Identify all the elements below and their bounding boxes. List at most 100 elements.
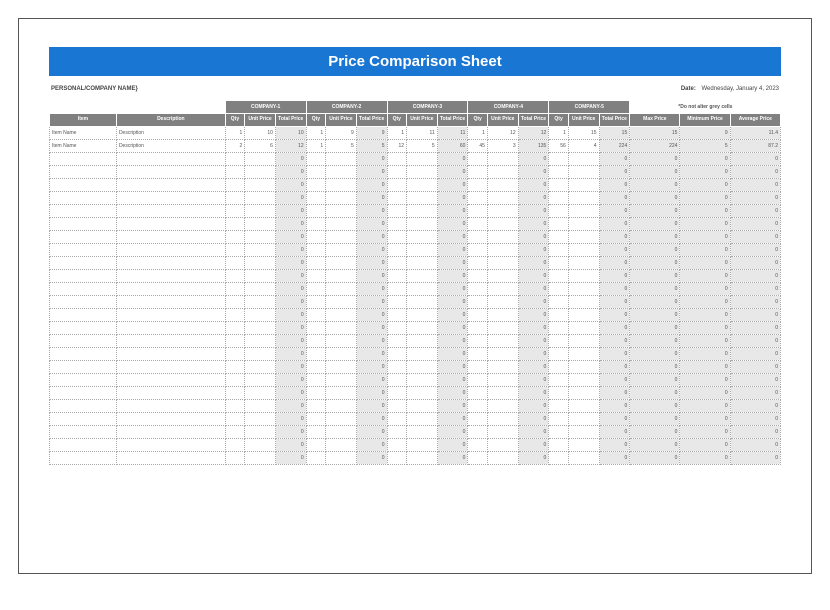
cell — [387, 387, 407, 400]
cell: 0 — [599, 348, 630, 361]
cell — [116, 426, 225, 439]
cell: 5 — [326, 140, 357, 153]
cell — [225, 179, 245, 192]
table-row: 00000000 — [50, 361, 781, 374]
cell — [407, 387, 438, 400]
cell: 1 — [306, 127, 326, 140]
cell: 0 — [518, 166, 549, 179]
cell: 0 — [356, 270, 387, 283]
cell — [245, 400, 276, 413]
col-item: Item — [50, 114, 117, 127]
cell — [116, 452, 225, 465]
cell: 0 — [680, 426, 730, 439]
cell: 0 — [356, 439, 387, 452]
cell — [225, 335, 245, 348]
table-row: 00000000 — [50, 244, 781, 257]
cell: 0 — [680, 205, 730, 218]
cell — [468, 348, 488, 361]
cell — [407, 153, 438, 166]
cell — [306, 439, 326, 452]
cell: 0 — [730, 335, 780, 348]
table-row: Item NameDescription26121551256045313556… — [50, 140, 781, 153]
meta-row: PERSONAL/COMPANY NAME} Date: Wednesday, … — [49, 86, 781, 92]
cell: 0 — [518, 335, 549, 348]
cell: 0 — [630, 452, 680, 465]
cell: 0 — [518, 218, 549, 231]
cell — [549, 270, 569, 283]
col-avg-price: Average Price — [730, 114, 780, 127]
cell: 0 — [630, 192, 680, 205]
cell — [387, 335, 407, 348]
cell: 0 — [518, 257, 549, 270]
cell: 0 — [356, 179, 387, 192]
cell: 0 — [730, 426, 780, 439]
cell: 0 — [630, 283, 680, 296]
cell — [50, 283, 117, 296]
cell — [549, 257, 569, 270]
cell — [50, 218, 117, 231]
table-row: 00000000 — [50, 166, 781, 179]
cell — [387, 322, 407, 335]
cell — [549, 309, 569, 322]
cell: 0 — [680, 452, 730, 465]
col-qty: Qty — [549, 114, 569, 127]
cell: 0 — [518, 179, 549, 192]
cell — [306, 192, 326, 205]
cell: 11 — [407, 127, 438, 140]
cell: 0 — [599, 283, 630, 296]
cell — [306, 309, 326, 322]
cell: 0 — [680, 413, 730, 426]
cell — [487, 270, 518, 283]
cell — [116, 387, 225, 400]
cell: 0 — [437, 309, 468, 322]
cell: Item Name — [50, 140, 117, 153]
cell — [306, 361, 326, 374]
cell: 56 — [549, 140, 569, 153]
cell — [568, 231, 599, 244]
cell — [326, 231, 357, 244]
cell — [568, 283, 599, 296]
company-name-placeholder: PERSONAL/COMPANY NAME} — [51, 86, 138, 92]
cell: 0 — [437, 426, 468, 439]
cell — [487, 361, 518, 374]
company-header-row: COMPANY-1 COMPANY-2 COMPANY-3 COMPANY-4 … — [50, 101, 781, 114]
cell: 0 — [680, 244, 730, 257]
cell: 0 — [630, 153, 680, 166]
cell — [326, 361, 357, 374]
cell — [487, 348, 518, 361]
cell — [225, 296, 245, 309]
cell — [326, 283, 357, 296]
cell: 0 — [730, 244, 780, 257]
cell — [116, 179, 225, 192]
col-max-price: Max Price — [630, 114, 680, 127]
cell: 0 — [275, 296, 306, 309]
cell — [225, 452, 245, 465]
cell: 0 — [599, 309, 630, 322]
cell — [387, 283, 407, 296]
cell — [116, 283, 225, 296]
cell — [549, 387, 569, 400]
cell — [225, 387, 245, 400]
cell — [116, 335, 225, 348]
cell: 0 — [730, 296, 780, 309]
cell — [387, 439, 407, 452]
cell: 0 — [518, 244, 549, 257]
cell — [487, 439, 518, 452]
cell: 0 — [599, 153, 630, 166]
cell: 1 — [306, 140, 326, 153]
cell — [487, 244, 518, 257]
cell — [306, 257, 326, 270]
cell — [387, 166, 407, 179]
cell — [407, 179, 438, 192]
cell — [487, 335, 518, 348]
cell: 0 — [275, 153, 306, 166]
cell — [487, 374, 518, 387]
cell: 0 — [275, 218, 306, 231]
cell: 0 — [518, 361, 549, 374]
cell: 0 — [599, 205, 630, 218]
cell — [306, 218, 326, 231]
cell — [407, 361, 438, 374]
cell — [225, 244, 245, 257]
company-header: COMPANY-2 — [306, 101, 387, 114]
cell — [387, 244, 407, 257]
